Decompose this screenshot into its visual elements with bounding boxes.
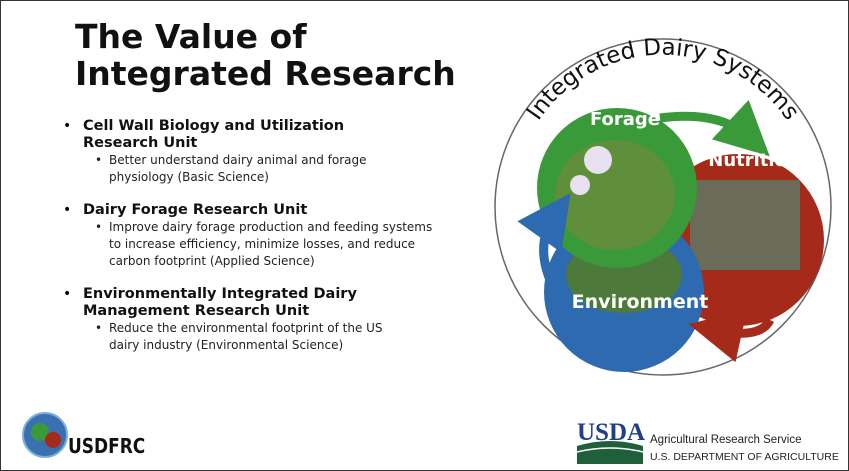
clover-photo <box>555 140 675 250</box>
node-label: Forage <box>590 109 660 130</box>
graphics: Integrated Dairy Systems Forage Nutritio… <box>0 0 849 471</box>
node-label: Nutrition <box>708 150 800 171</box>
logo-text: USDFRC <box>68 436 145 459</box>
usda-swoosh <box>577 441 643 464</box>
clover-flower <box>584 146 612 174</box>
node-label: Environment <box>572 291 709 313</box>
clover-flower <box>570 175 590 195</box>
usdfrc-logo-icon <box>45 432 61 448</box>
slide: The Value of Integrated Research Cell Wa… <box>0 0 849 471</box>
department-name: U.S. DEPARTMENT OF AGRICULTURE <box>650 451 839 463</box>
cow-photo <box>690 180 800 270</box>
service-name: Agricultural Research Service <box>650 434 801 446</box>
